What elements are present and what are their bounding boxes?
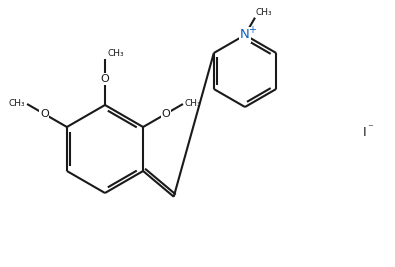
Text: +: + (248, 25, 256, 35)
Text: CH₃: CH₃ (107, 49, 124, 58)
Text: I: I (363, 125, 367, 139)
Text: ⁻: ⁻ (367, 123, 373, 133)
Text: O: O (101, 74, 109, 84)
Text: CH₃: CH₃ (185, 100, 201, 108)
Text: O: O (40, 109, 49, 119)
Text: CH₃: CH₃ (256, 8, 273, 17)
Text: O: O (161, 109, 170, 119)
Text: N: N (240, 29, 250, 41)
Text: CH₃: CH₃ (8, 100, 25, 108)
